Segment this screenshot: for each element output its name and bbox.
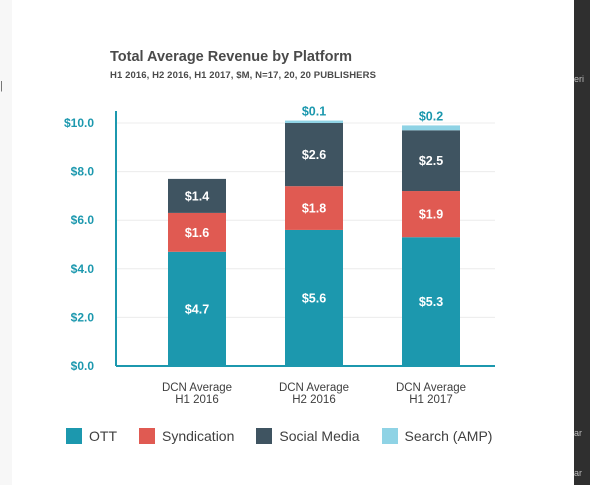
chart-legend: OTT Syndication Social Media Search (AMP) [66,428,514,444]
right-edge-fragment: ar [574,428,583,438]
y-tick-label: $4.0 [71,262,95,276]
data-label: $1.6 [185,226,209,240]
bar-segment [168,178,226,213]
left-page-edge [0,0,12,485]
x-tick-label: H1 2016 [175,394,218,406]
right-page-edge [574,0,590,485]
legend-label: Search (AMP) [404,428,493,444]
bar-segment [168,212,226,252]
legend-swatch [66,428,82,444]
left-edge-mark: | [0,80,3,92]
legend-swatch [256,428,273,444]
legend-label: Syndication [162,428,235,444]
bar-segment [402,237,460,366]
data-label: $0.1 [302,105,326,119]
bar-segment [168,251,226,366]
stacked-bar-chart: $0.0 $2.0 $4.0 $6.0 $8.0 $10.0 $4.7 $1.6 $1.4 DCN… [64,105,495,406]
legend-item: Search (AMP) [381,428,493,444]
bar-segment [285,186,343,230]
x-tick-label: DCN Average [396,382,466,394]
chart-title: Total Average Revenue by Platform [110,49,353,65]
legend-swatch [381,428,398,444]
data-label: $4.7 [185,302,209,316]
y-tick-label: $0.0 [71,359,95,373]
legend-label: OTT [89,428,117,444]
data-label: $2.5 [419,154,443,168]
data-label: $1.9 [419,208,443,222]
legend-item: Syndication [139,428,234,444]
y-tick-label: $8.0 [71,165,95,179]
data-label: $1.4 [185,189,209,203]
x-tick-label: H2 2016 [292,394,335,406]
y-tick-label: $10.0 [64,116,94,130]
data-label: $2.6 [302,148,326,162]
data-label: $1.8 [302,202,326,216]
data-label: $5.6 [302,291,326,305]
y-tick-label: $6.0 [71,213,95,227]
legend-swatch [139,428,155,444]
data-label: $5.3 [419,295,443,309]
bar-segment [285,123,343,187]
y-tick-label: $2.0 [71,310,95,324]
x-tick-label: DCN Average [279,382,349,394]
bar-segment [285,120,343,123]
chart-subtitle: H1 2016, H2 2016, H1 2017, $M, N=17, 20,… [110,70,377,81]
legend-item: Social Media [256,428,360,444]
legend-label: Social Media [279,428,360,444]
bar-segment [285,229,343,366]
bar-segment [402,191,460,238]
legend-item: OTT [66,428,117,444]
bar-segment [402,125,460,131]
right-edge-fragment: ar [574,468,583,478]
data-label: $0.2 [419,109,443,123]
right-edge-fragment: eri [574,74,585,84]
x-tick-label: DCN Average [162,382,232,394]
bar-segment [402,130,460,192]
x-tick-label: H1 2017 [409,394,452,406]
